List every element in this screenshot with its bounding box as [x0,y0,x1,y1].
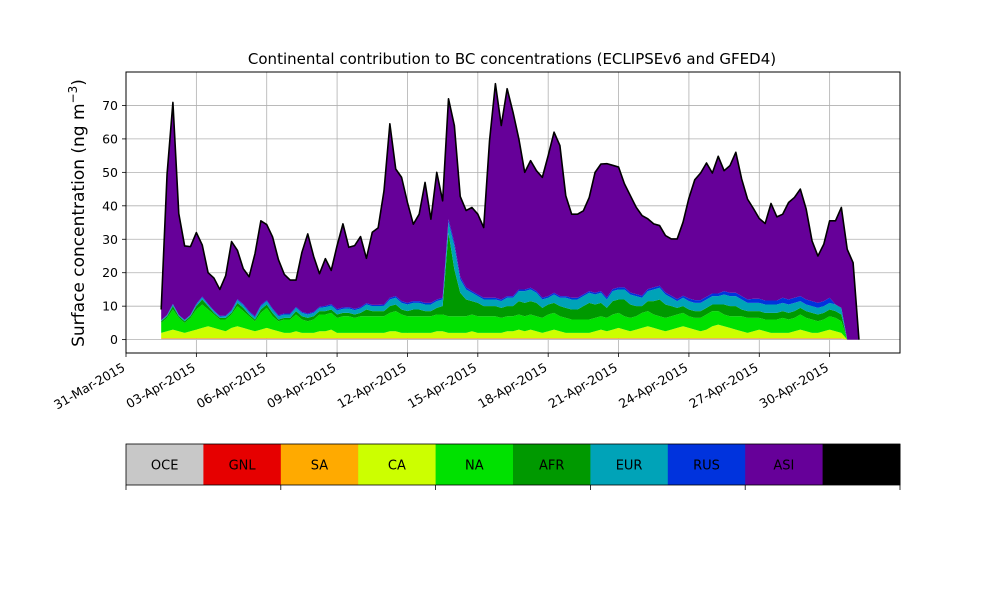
legend-label-na: NA [465,459,484,474]
legend-swatch-afr [513,444,591,485]
legend-swatch-asi [745,444,824,485]
y-tick-label: 0 [110,332,118,347]
legend-swatch-oce [126,444,204,485]
area-oce [161,338,859,340]
area-sa [161,337,859,340]
legend-frame [125,443,901,486]
legend-swatch-ca [358,444,437,485]
area-ca [161,324,859,340]
legend-swatch-sa [280,444,359,485]
legend-swatch-eur [590,444,669,485]
legend-label-oce: OCE [151,459,179,474]
total-line [160,82,860,340]
plot-frame [125,71,901,354]
area-eur [161,222,859,340]
legend-label-sa: SA [311,459,328,474]
chart-title: Continental contribution to BC concentra… [248,50,776,68]
legend-swatch-na [435,444,514,485]
legend-label-ca: CA [388,459,406,474]
area-afr [161,232,859,340]
legend-label-aus: AUS [848,459,875,474]
legend-label-rus: RUS [693,459,720,474]
y-tick-label: 50 [102,165,118,180]
y-axis-label: Surface concentration (ng m−3) [66,79,89,347]
y-tick-label: 60 [102,131,118,146]
stacked-areas [161,83,859,340]
legend-swatch-gnl [203,444,282,485]
legend-label-eur: EUR [616,459,643,474]
legend-swatch-aus [822,444,901,485]
total-outline [160,82,860,340]
y-tick-label: 40 [102,198,118,213]
legend-label-asi: ASI [773,459,794,474]
y-tick-label: 30 [102,232,118,247]
legend-label-gnl: GNL [229,459,257,474]
y-tick-label: 10 [102,299,118,314]
area-na [161,304,859,340]
area-asi [161,83,859,340]
legend: OCE GNL SA CA NA AFR EUR RUS ASI AUS [125,443,901,490]
y-tick-label: 70 [102,98,118,113]
legend-label-afr: AFR [539,459,564,474]
y-tick-label: 20 [102,265,118,280]
legend-swatch-rus [667,444,746,485]
y-axis: 0 10 20 30 40 50 60 70 [102,98,126,347]
